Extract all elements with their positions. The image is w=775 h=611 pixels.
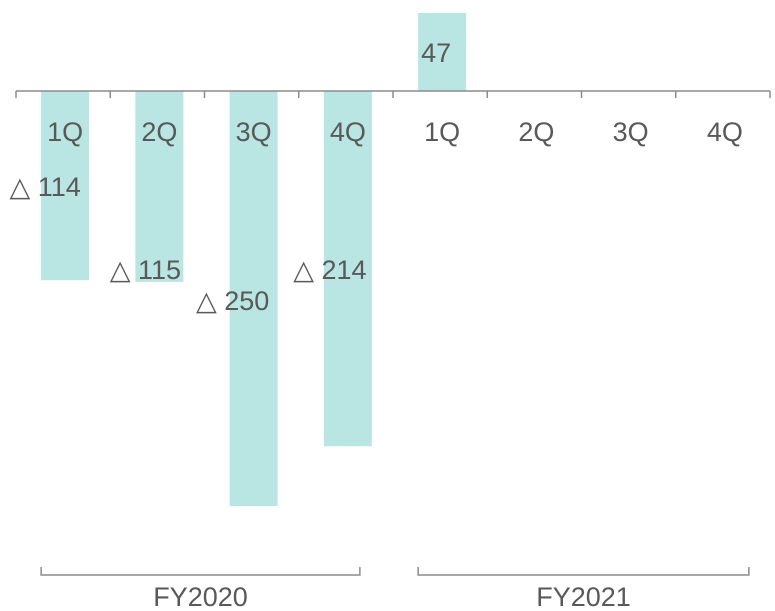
group-bracket-1 [40,567,361,576]
data-label-1: △ 114 [9,172,80,202]
labels-layer: 1Q 2Q 3Q 4Q 1Q 2Q 3Q 4Q △ 114 △ 115 △ 250 △ 214 47 [9,38,742,316]
tick-label-2: 2Q [141,117,177,147]
group-label-1: FY2020 [153,582,248,611]
x-axis [15,90,771,98]
bars-layer [41,12,467,506]
tick-label-8: 4Q [707,117,743,147]
tick-label-7: 3Q [613,117,649,147]
data-label-2: △ 115 [110,255,181,285]
group-label-2: FY2021 [536,582,631,611]
bar-5 [418,12,467,92]
tick-label-5: 1Q [424,117,460,147]
bar-4 [323,91,372,447]
bar-1 [41,91,90,281]
bar-2 [135,91,184,282]
tick-label-3: 3Q [236,117,272,147]
bar-3 [229,91,278,506]
group-bracket-2 [417,567,750,576]
data-label-5: 47 [421,38,451,68]
tick-label-6: 2Q [518,117,554,147]
tick-label-1: 1Q [47,117,83,147]
group-brackets: FY2020 FY2021 [40,567,750,611]
data-label-4: △ 214 [293,255,366,285]
data-label-3: △ 250 [196,286,269,316]
tick-label-4: 4Q [330,117,366,147]
